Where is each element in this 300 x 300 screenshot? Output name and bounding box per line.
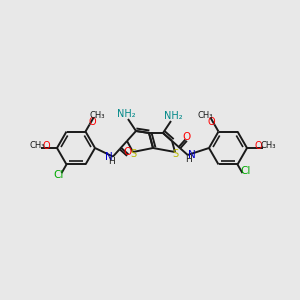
- Text: CH₃: CH₃: [90, 111, 105, 120]
- Text: CH₃: CH₃: [29, 142, 45, 151]
- Text: CH₃: CH₃: [198, 111, 213, 120]
- Text: O: O: [42, 141, 50, 151]
- Text: N: N: [188, 150, 196, 160]
- Text: NH₂: NH₂: [164, 111, 182, 121]
- Text: CH₃: CH₃: [260, 142, 276, 151]
- Text: S: S: [172, 149, 178, 159]
- Text: O: O: [254, 141, 262, 151]
- Text: Cl: Cl: [53, 170, 64, 180]
- Text: H: H: [109, 157, 115, 166]
- Text: Cl: Cl: [240, 166, 251, 176]
- Text: S: S: [130, 149, 136, 159]
- Text: O: O: [208, 117, 215, 127]
- Text: O: O: [183, 132, 191, 142]
- Text: H: H: [185, 155, 192, 164]
- Text: NH₂: NH₂: [117, 109, 135, 119]
- Text: O: O: [89, 117, 96, 127]
- Text: N: N: [105, 152, 113, 162]
- Text: O: O: [123, 147, 131, 157]
